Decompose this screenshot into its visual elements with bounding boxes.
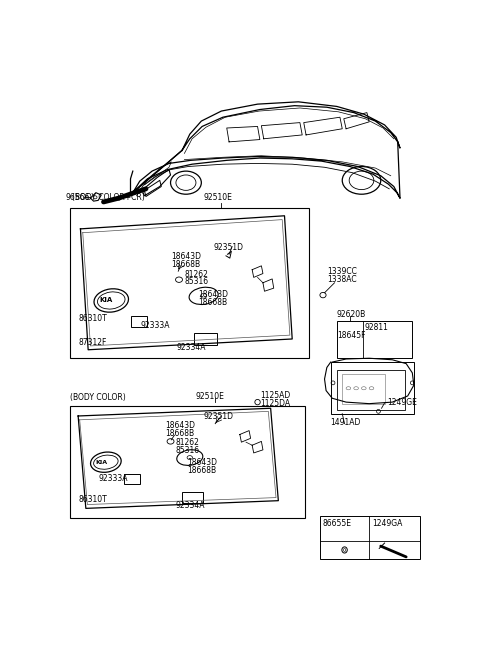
Text: 86310T: 86310T — [78, 495, 107, 504]
Text: 86655E: 86655E — [323, 519, 352, 528]
Text: 81262: 81262 — [184, 270, 208, 279]
Text: 86310T: 86310T — [78, 314, 107, 323]
Text: 1125AD: 1125AD — [260, 392, 290, 400]
Text: 92334A: 92334A — [175, 501, 204, 510]
Text: 92351D: 92351D — [204, 412, 234, 421]
Bar — [331, 362, 414, 415]
Text: 92334A: 92334A — [177, 343, 206, 352]
Bar — [71, 406, 305, 518]
Text: 85316: 85316 — [184, 277, 208, 287]
Text: KIA: KIA — [99, 297, 112, 304]
Text: 18643D: 18643D — [171, 252, 201, 261]
Text: 18668B: 18668B — [187, 466, 216, 475]
Bar — [131, 316, 147, 327]
Text: 18643D: 18643D — [198, 291, 228, 300]
Bar — [342, 375, 384, 403]
Text: 81262: 81262 — [175, 438, 199, 447]
Bar — [182, 492, 203, 503]
Text: (BODY COLOR+CR): (BODY COLOR+CR) — [72, 193, 145, 202]
Bar — [124, 474, 140, 483]
Text: 18668B: 18668B — [165, 429, 194, 438]
Text: 1338AC: 1338AC — [328, 275, 357, 284]
Text: 92351D: 92351D — [214, 243, 244, 252]
Text: 18643D: 18643D — [187, 459, 216, 467]
Text: 1339CC: 1339CC — [328, 268, 358, 276]
Bar — [337, 321, 412, 358]
Text: 1125DA: 1125DA — [260, 399, 290, 408]
Text: 92510E: 92510E — [196, 392, 225, 401]
Text: 92333A: 92333A — [141, 321, 170, 330]
Bar — [71, 208, 309, 358]
Text: 92510E: 92510E — [204, 193, 232, 202]
Bar — [320, 516, 420, 559]
Bar — [193, 333, 217, 345]
Text: (BODY COLOR): (BODY COLOR) — [71, 393, 126, 402]
Text: 1249GE: 1249GE — [387, 398, 417, 407]
Text: 92620B: 92620B — [337, 310, 366, 319]
Text: 87312F: 87312F — [78, 338, 107, 347]
Bar — [337, 370, 405, 410]
Text: 92811: 92811 — [365, 323, 388, 332]
Text: 18643D: 18643D — [165, 421, 195, 430]
Text: 1249GA: 1249GA — [372, 519, 403, 528]
Text: 18668B: 18668B — [171, 260, 201, 269]
Text: 96566: 96566 — [65, 193, 89, 202]
Text: KIA: KIA — [95, 460, 108, 464]
Text: 18668B: 18668B — [198, 298, 228, 307]
Text: 85316: 85316 — [175, 446, 199, 455]
Text: 92333A: 92333A — [98, 474, 128, 483]
Text: 1491AD: 1491AD — [331, 417, 361, 426]
Text: 18645F: 18645F — [337, 331, 366, 340]
